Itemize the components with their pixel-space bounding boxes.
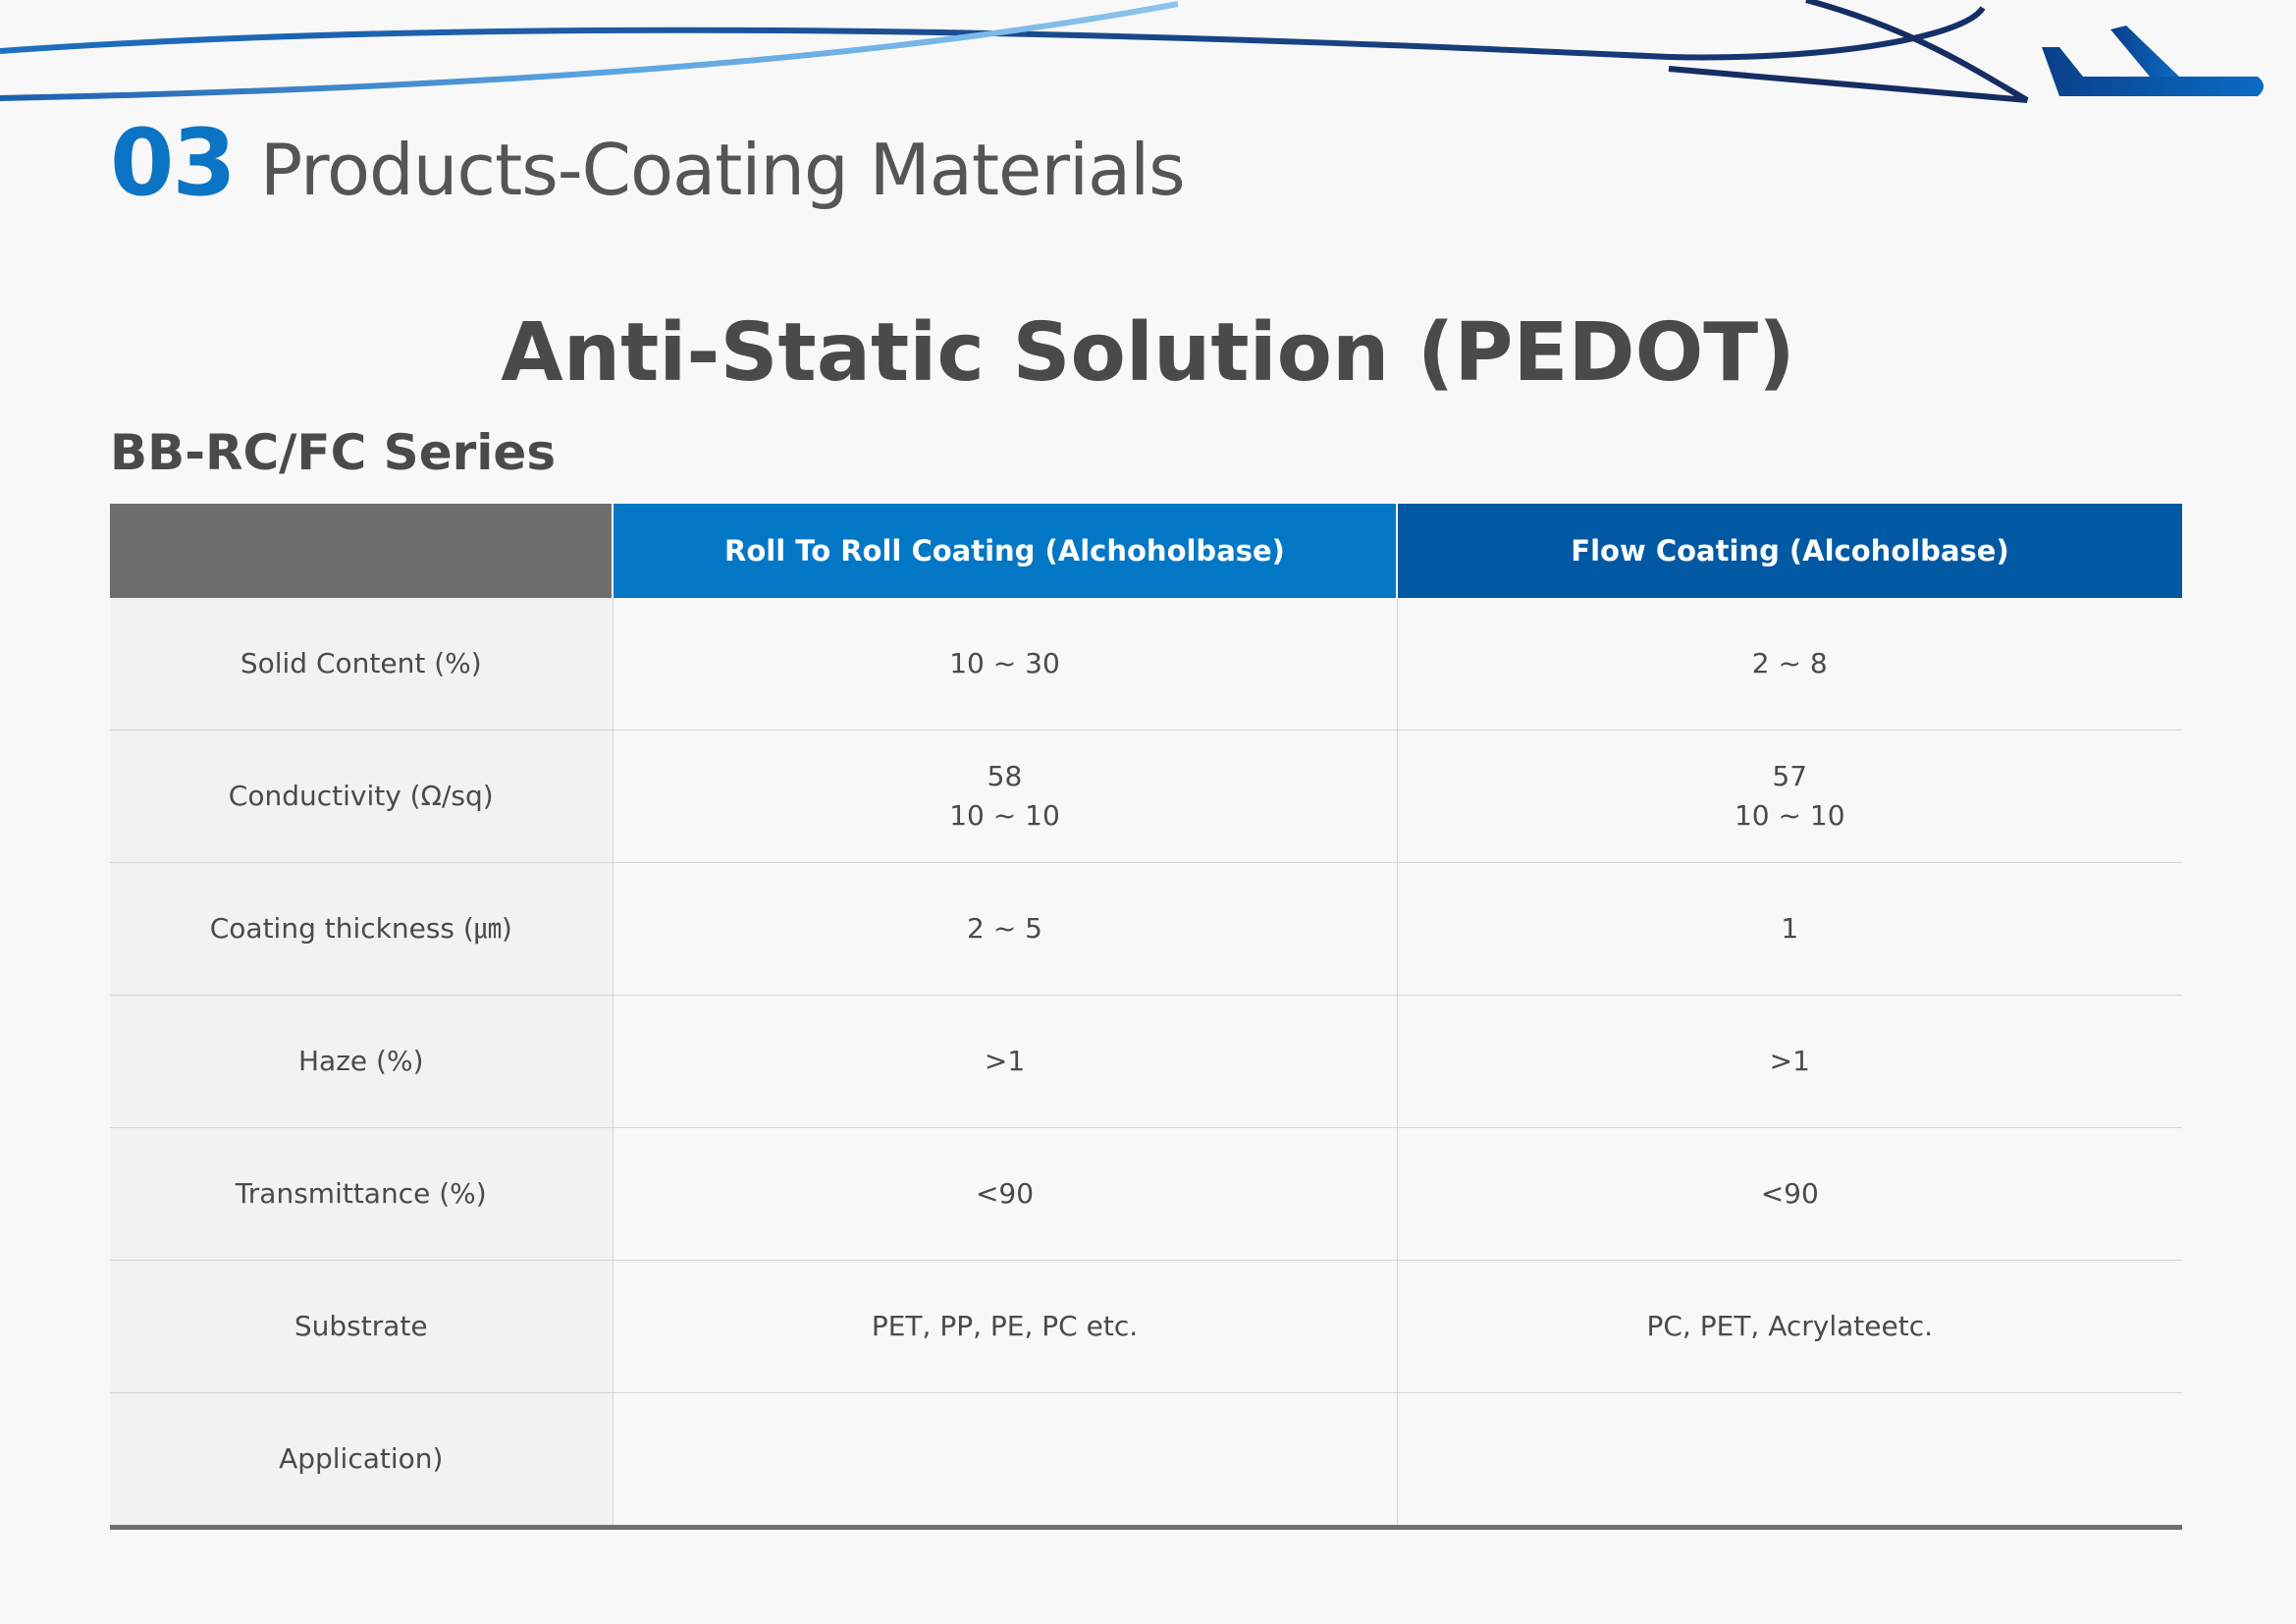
cell-value: >1 [984, 1045, 1026, 1077]
cell-value: 2 ~ 5 [967, 912, 1042, 945]
section-header: 03 Products-Coating Materials [110, 110, 1186, 217]
section-title: Products-Coating Materials [259, 129, 1186, 211]
cell-value: <90 [1760, 1177, 1819, 1210]
table-cell: >1 [613, 995, 1398, 1128]
table-cell: <90 [1397, 1127, 2182, 1261]
cell-value: 1 [1781, 912, 1799, 945]
table-cell: 57 10 ~ 10 [1397, 730, 2182, 863]
table-row: Transmittance (%) <90 <90 [110, 1127, 2182, 1261]
page-title: Anti-Static Solution (PEDOT) [501, 306, 1795, 400]
table-row: Conductivity (Ω/sq) 58 10 ~ 10 57 10 ~ 1… [110, 730, 2182, 863]
table-header-flow-coating: Flow Coating (Alcoholbase) [1397, 504, 2182, 598]
table-cell: 2 ~ 5 [613, 862, 1398, 996]
row-label: Transmittance (%) [110, 1127, 614, 1261]
cell-value: 57 [1772, 760, 1808, 792]
table-row: Substrate PET, PP, PE, PC etc. PC, PET, … [110, 1260, 2182, 1393]
cell-value: 2 ~ 8 [1751, 647, 1828, 679]
section-number: 03 [110, 110, 237, 217]
cell-value: PC, PET, Acrylateetc. [1646, 1310, 1934, 1342]
table-row: Coating thickness (㎛) 2 ~ 5 1 [110, 862, 2182, 996]
cell-value: 10 ~ 10 [1734, 799, 1845, 832]
table-row: Application) [110, 1392, 2182, 1530]
table-cell: 58 10 ~ 10 [613, 730, 1398, 863]
table-cell: <90 [613, 1127, 1398, 1261]
table-cell: >1 [1397, 995, 2182, 1128]
row-label: Solid Content (%) [110, 598, 614, 731]
spec-table: Roll To Roll Coating (Alchoholbase) Flow… [110, 504, 2182, 1530]
table-cell: PC, PET, Acrylateetc. [1397, 1260, 2182, 1393]
row-label: Haze (%) [110, 995, 614, 1128]
airplane-icon [2042, 26, 2264, 96]
table-cell [613, 1392, 1398, 1530]
cell-value: >1 [1769, 1045, 1810, 1077]
table-header-row: Roll To Roll Coating (Alchoholbase) Flow… [110, 504, 2182, 598]
table-header-label-column [110, 504, 614, 598]
row-label: Coating thickness (㎛) [110, 862, 614, 996]
row-label: Application) [110, 1392, 614, 1530]
row-label: Substrate [110, 1260, 614, 1393]
table-cell: 2 ~ 8 [1397, 598, 2182, 731]
table-cell: 1 [1397, 862, 2182, 996]
table-header-roll-to-roll: Roll To Roll Coating (Alchoholbase) [613, 504, 1398, 598]
cell-value: 10 ~ 30 [949, 647, 1060, 679]
table-row: Solid Content (%) 10 ~ 30 2 ~ 8 [110, 598, 2182, 731]
table-cell: 10 ~ 30 [613, 598, 1398, 731]
table-cell: PET, PP, PE, PC etc. [613, 1260, 1398, 1393]
series-title: BB-RC/FC Series [110, 424, 557, 481]
cell-value: 10 ~ 10 [949, 799, 1060, 832]
cell-value: PET, PP, PE, PC etc. [871, 1310, 1139, 1342]
cell-value: <90 [975, 1177, 1035, 1210]
cell-value: 58 [987, 760, 1023, 792]
table-row: Haze (%) >1 >1 [110, 995, 2182, 1128]
header-swoosh-decoration [0, 0, 2264, 103]
table-cell [1397, 1392, 2182, 1530]
row-label: Conductivity (Ω/sq) [110, 730, 614, 863]
